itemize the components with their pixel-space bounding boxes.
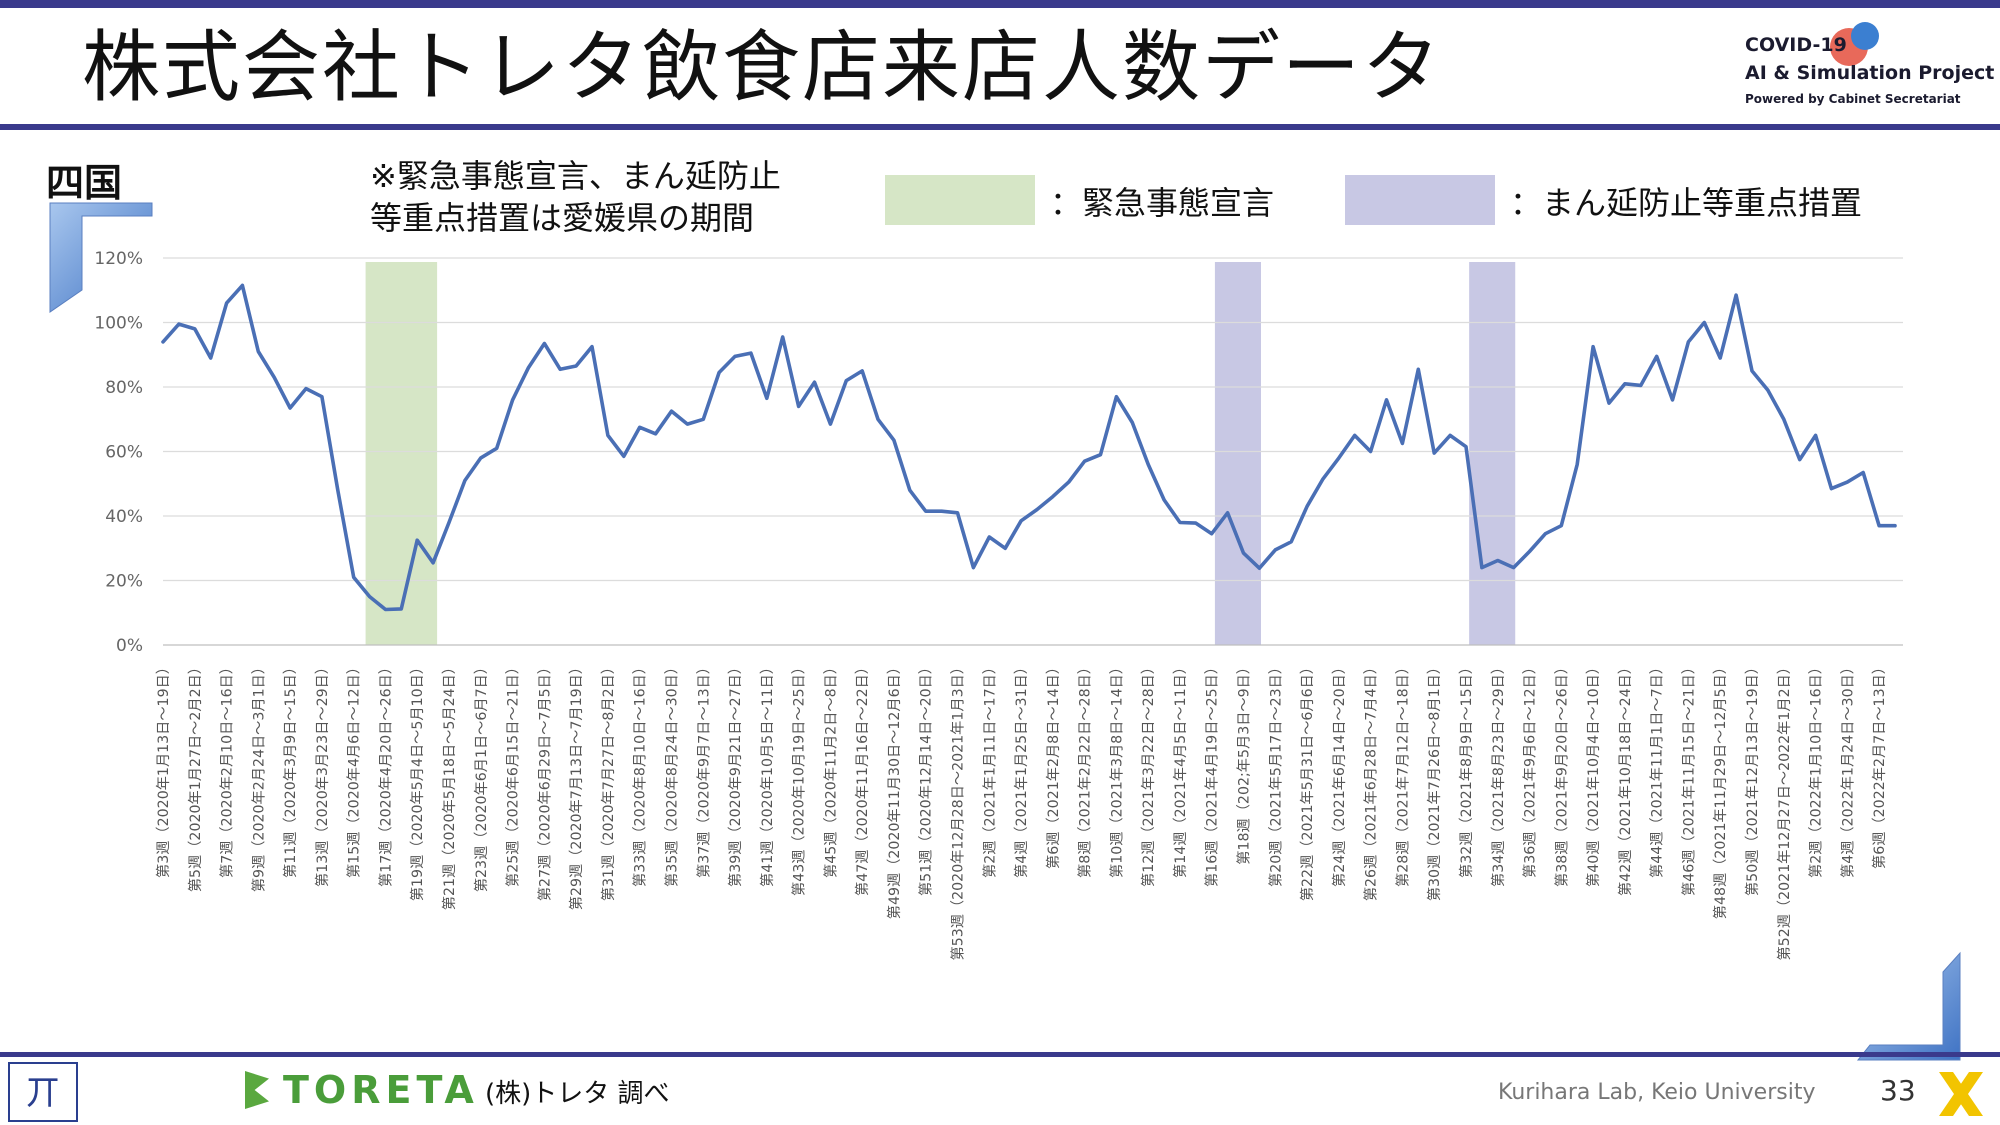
toreta-wordmark: TORETA (283, 1068, 479, 1112)
x-tick-label: 第6週（2021年2月8日～14日） (1045, 660, 1062, 869)
x-tick-label: 第19週（2020年5月4日～5月10日） (409, 660, 426, 901)
logo-blue-dot (1851, 22, 1879, 50)
title-divider (0, 124, 2000, 130)
y-tick-label: 80% (105, 378, 143, 398)
legend-swatch-emergency (885, 175, 1035, 225)
credit-text: Kurihara Lab, Keio University (1498, 1080, 1816, 1105)
x-tick-label: 第31週（2020年7月27日～8月2日） (600, 660, 617, 901)
y-tick-label: 40% (105, 507, 143, 527)
x-tick-label: 第52週（2021年12月27日～2022年1月2日） (1776, 660, 1793, 961)
x-tick-label: 第45週（2020年11月2日～8日） (822, 660, 839, 878)
legend-swatch-semi-emergency (1345, 175, 1495, 225)
top-accent-bar (0, 0, 2000, 8)
x-tick-label: 第18週（202;年5月3日～9日） (1236, 660, 1253, 865)
x-tick-label: 第44週（2021年11月1日～7日） (1649, 660, 1666, 878)
x-tick-label: 第3週（2020年1月13日～19日） (155, 660, 172, 878)
covid-project-logo: COVID-19 AI & Simulation Project Powered… (1745, 22, 1994, 112)
x-tick-label: 第29週（2020年7月13日～7月19日） (568, 660, 585, 910)
x-tick-label: 第51週（2020年12月14日～20日） (918, 660, 935, 896)
logo-line-2: AI & Simulation Project (1745, 62, 1995, 84)
x-tick-label: 第17週（2020年4月20日～26日） (377, 660, 394, 887)
region-label: 四国 (46, 161, 123, 205)
page-title: 株式会社トレタ飲食店来店人数データ (82, 23, 1443, 113)
x-tick-label: 第20週（2021年5月17日～23日） (1267, 660, 1284, 887)
x-tick-label: 第47週（2020年11月16日～22日） (854, 660, 871, 896)
logo-line-3: Powered by Cabinet Secretariat (1745, 92, 1961, 106)
x-tick-label: 第24週（2021年6月14日～20日） (1331, 660, 1348, 887)
period-note: ※緊急事態宣言、まん延防止 等重点措置は愛媛県の期間 (370, 155, 781, 239)
shaded-period-semi-emergency (1469, 262, 1516, 645)
x-tick-label: 第26週（2021年6月28日～7月4日） (1363, 660, 1380, 901)
x-tick-label: 第4週（2022年1月24日～30日） (1839, 660, 1856, 878)
x-tick-label: 第15週（2020年4月6日～12日） (346, 660, 363, 878)
x-tick-label: 第33週（2020年8月10日～16日） (632, 660, 649, 887)
x-tick-label: 第25週（2020年6月15日～21日） (505, 660, 522, 887)
x-tick-label: 第12週（2021年3月22日～28日） (1140, 660, 1157, 887)
lab-logo-icon: 丌 (8, 1062, 78, 1122)
y-tick-label: 120% (94, 249, 143, 269)
x-tick-label: 第39週（2020年9月21日～27日） (727, 660, 744, 887)
legend-label-semi-emergency: ：まん延防止等重点措置 (1510, 184, 1863, 222)
x-tick-label: 第22週（2021年5月31日～6月6日） (1299, 660, 1316, 901)
x-tick-label: 第10週（2021年3月8日～14日） (1108, 660, 1125, 878)
x-tick-label: 第8週（2021年2月22日～28日） (1077, 660, 1094, 878)
x-tick-label: 第5週（2020年1月27日～2月2日） (187, 660, 204, 892)
x-tick-label: 第40週（2021年10月4日～10日） (1585, 660, 1602, 887)
legend-label-emergency: ：緊急事態宣言 (1050, 184, 1275, 222)
logo-line-1: COVID-19 (1745, 34, 1847, 56)
x-tick-label: 第13週（2020年3月23日～29日） (314, 660, 331, 887)
x-tick-label: 第4週（2021年1月25日～31日） (1013, 660, 1030, 878)
footer-divider (0, 1052, 2000, 1057)
x-tick-label: 第36週（2021年9月6日～12日） (1522, 660, 1539, 878)
decorative-corner-bottom-right (1856, 951, 1961, 1061)
x-tick-label: 第6週（2022年2月7日～13日） (1871, 660, 1888, 869)
y-tick-label: 20% (105, 572, 143, 592)
x-tick-label: 第50週（2021年12月13日～19日） (1744, 660, 1761, 896)
shaded-period-semi-emergency (1214, 262, 1261, 645)
decorative-corner-top-left (49, 202, 153, 313)
x-tick-label: 第43週（2020年10月19日～25日） (791, 660, 808, 896)
x-tick-label: 第30週（2021年7月26日～8月1日） (1426, 660, 1443, 901)
x-tick-label: 第9週（2020年2月24日～3月1日） (250, 660, 267, 892)
x-tick-label: 第23週（2020年6月1日～6月7日） (473, 660, 490, 892)
x-tick-label: 第34週（2021年8月23日～29日） (1490, 660, 1507, 887)
toreta-mark-icon (245, 1071, 269, 1109)
x-tick-label: 第53週（2020年12月28日～2021年1月3日） (949, 660, 966, 961)
toreta-logo: TORETA (245, 1068, 479, 1112)
x-tick-label: 第2週（2022年1月10日～16日） (1808, 660, 1825, 878)
y-tick-label: 0% (116, 636, 143, 656)
x-tick-label: 第48週（2021年11月29日～12月5日） (1712, 660, 1729, 919)
x-tick-label: 第14週（2021年4月5日～11日） (1172, 660, 1189, 878)
x-tick-label: 第37週（2020年9月7日～13日） (695, 660, 712, 878)
x-tick-label: 第38週（2021年9月20日～26日） (1553, 660, 1570, 887)
x-tick-label: 第11週（2020年3月9日～15日） (282, 660, 299, 878)
x-tick-label: 第32週（2021年8月9日～15日） (1458, 660, 1475, 878)
period-note-line-1: ※緊急事態宣言、まん延防止 (370, 157, 781, 195)
y-tick-label: 100% (94, 314, 143, 334)
x-tick-label: 第2週（2021年1月11日～17日） (981, 660, 998, 878)
x-tick-label: 第27週（2020年6月29日～7月5日） (536, 660, 553, 901)
x-tick-label: 第21週（2020年5月18日～5月24日） (441, 660, 458, 910)
series-line (161, 283, 1897, 612)
x-tick-label: 第49週（2020年11月30日～12月6日） (886, 660, 903, 919)
x-tick-label: 第28週（2021年7月12日～18日） (1394, 660, 1411, 887)
shaded-period-emergency (365, 262, 438, 645)
x-tick-label: 第41週（2020年10月5日～11日） (759, 660, 776, 887)
x-tick-label: 第42週（2021年10月18日～24日） (1617, 660, 1634, 896)
x-tick-label: 第16週（2021年4月19日～25日） (1204, 660, 1221, 887)
source-note: (株)トレタ 調べ (485, 1079, 670, 1109)
page-number: 33 (1880, 1074, 1916, 1107)
y-tick-label: 60% (105, 443, 143, 463)
period-note-line-2: 等重点措置は愛媛県の期間 (370, 199, 755, 237)
x-cross-icon (1939, 1072, 1983, 1116)
x-tick-label: 第7週（2020年2月10日～16日） (219, 660, 236, 878)
x-tick-label: 第35週（2020年8月24日～30日） (663, 660, 680, 887)
x-tick-label: 第46週（2021年11月15日～21日） (1680, 660, 1697, 896)
